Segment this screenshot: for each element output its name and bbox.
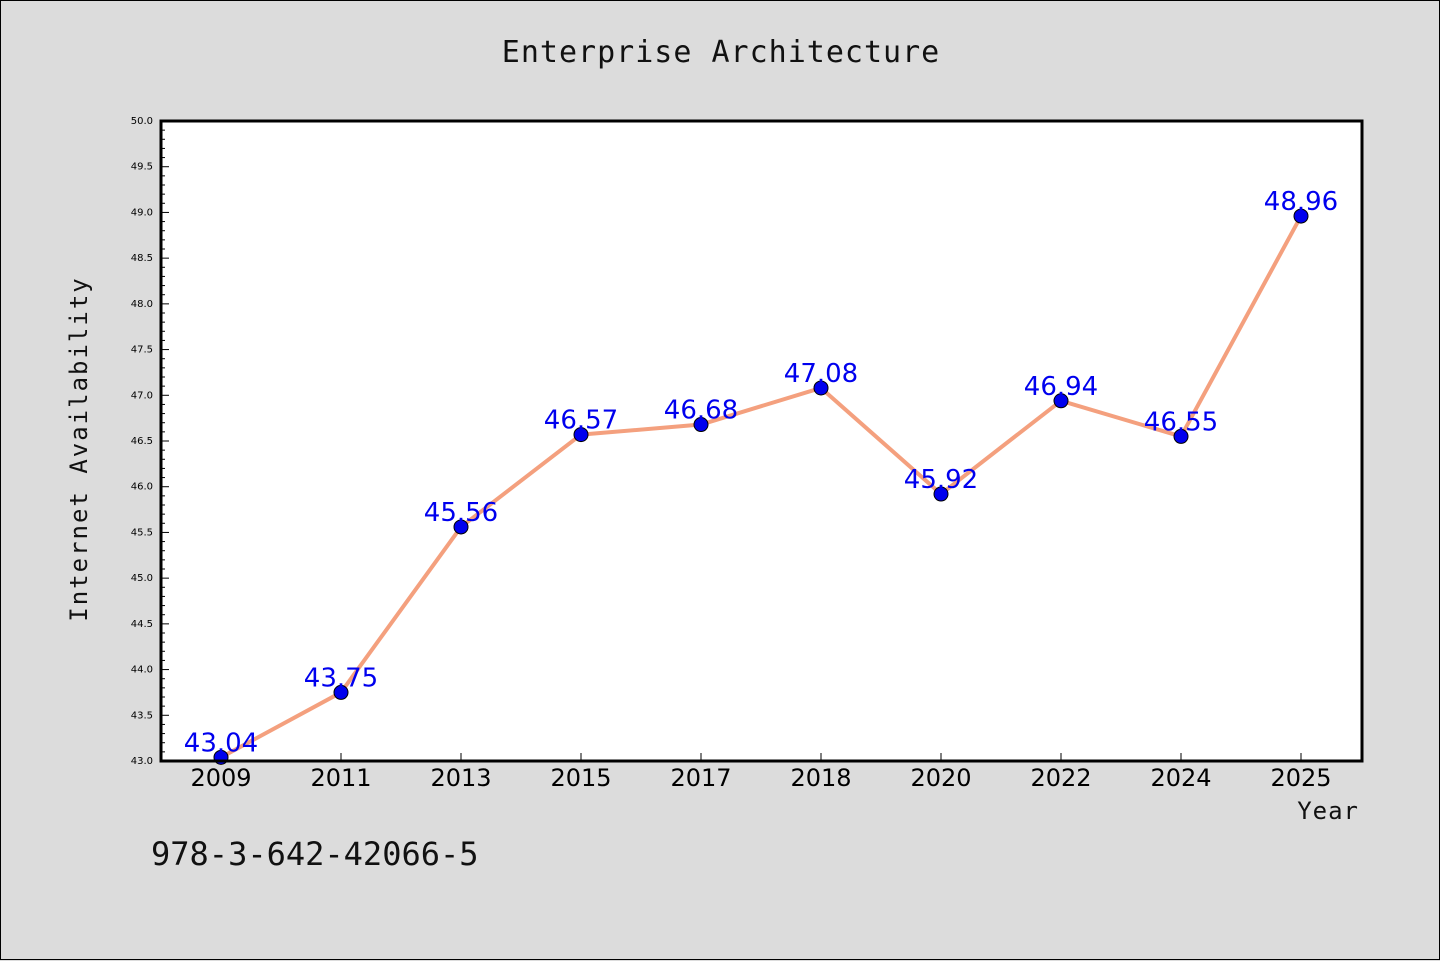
x-tick-label: 2013: [430, 764, 491, 792]
x-tick-label: 2009: [190, 764, 251, 792]
data-label: 47.08: [784, 359, 858, 389]
y-tick-label: 43.5: [131, 710, 153, 721]
y-tick-label: 50.0: [131, 116, 153, 127]
data-label: 45.56: [424, 498, 498, 528]
x-tick-label: 2020: [910, 764, 971, 792]
x-tick-label: 2022: [1030, 764, 1091, 792]
x-tick-label: 2017: [670, 764, 731, 792]
plot-area: [161, 121, 1362, 761]
y-tick-label: 46.5: [131, 436, 153, 447]
data-label: 46.55: [1144, 407, 1218, 437]
data-label: 46.68: [664, 396, 738, 426]
x-tick-label: 2025: [1270, 764, 1331, 792]
data-label: 48.96: [1264, 187, 1338, 217]
chart-title: Enterprise Architecture: [501, 35, 941, 70]
y-tick-label: 47.0: [131, 390, 153, 401]
y-tick-label: 44.5: [131, 619, 153, 630]
data-point-marker: [933, 486, 949, 502]
x-tick-label: 2024: [1150, 764, 1211, 792]
y-tick-label: 48.0: [131, 299, 153, 310]
y-tick-label: 47.5: [131, 345, 153, 356]
data-point-marker: [1293, 208, 1309, 224]
x-tick-label: 2011: [310, 764, 371, 792]
y-tick-label: 43.0: [131, 756, 153, 767]
series-line: [219, 214, 1303, 760]
data-label: 46.57: [544, 406, 618, 436]
data-point-marker: [813, 380, 829, 396]
data-label: 43.04: [184, 728, 258, 758]
y-tick-label: 46.0: [131, 482, 153, 493]
x-tick-label: 2018: [790, 764, 851, 792]
plot-frame: [159, 119, 1364, 763]
y-tick-label: 49.5: [131, 162, 153, 173]
data-label: 43.75: [304, 663, 378, 693]
data-label: 45.92: [904, 465, 978, 495]
y-tick-label: 45.0: [131, 573, 153, 584]
data-point-marker: [453, 519, 469, 535]
data-point-marker: [693, 417, 709, 433]
data-point-marker: [333, 684, 349, 700]
x-axis-label: Year: [1297, 797, 1359, 825]
data-point-marker: [1053, 393, 1069, 409]
x-tick-label: 2015: [550, 764, 611, 792]
y-tick-label: 44.0: [131, 665, 153, 676]
data-point-marker: [573, 427, 589, 443]
data-point-marker: [1173, 428, 1189, 444]
y-tick-label: 45.5: [131, 527, 153, 538]
isbn-annotation: 978-3-642-42066-5: [151, 835, 479, 873]
y-tick-label: 48.5: [131, 253, 153, 264]
data-label: 46.94: [1024, 372, 1098, 402]
y-tick-label: 49.0: [131, 207, 153, 218]
